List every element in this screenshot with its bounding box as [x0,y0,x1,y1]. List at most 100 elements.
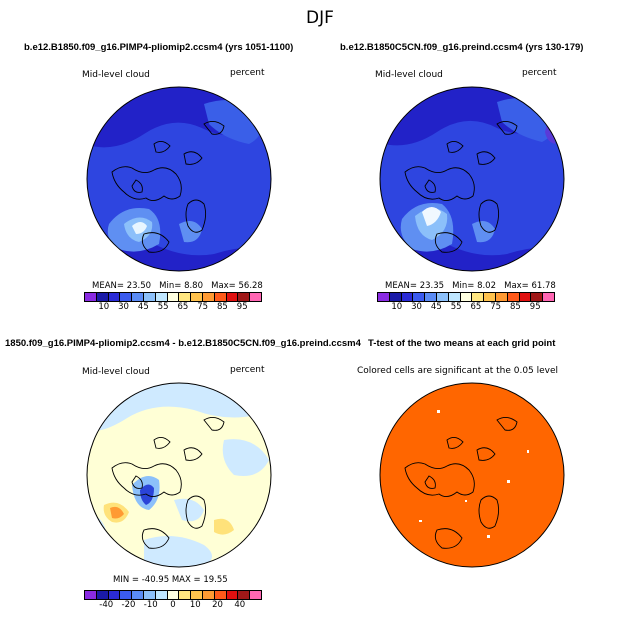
colorbar-box-12 [519,293,532,301]
colorbar-box-11 [507,293,520,301]
coastlines [111,121,225,253]
colorbar-box-2 [401,293,414,301]
colorbar-box-8 [472,293,485,301]
colorbar-boxes [377,292,555,302]
stat-mean: MEAN= 23.35 [385,281,445,291]
stat-max: Max= 61.78 [504,281,556,291]
colorbar-tick-label: 75 [197,302,209,312]
colorbar-tick-label: 55 [157,302,169,312]
colorbar-tick-label: 10 [189,600,201,610]
colorbar-tick-label: 95 [236,302,248,312]
colorbar-box-3 [413,293,426,301]
cloud-region-whitish [422,207,441,226]
colorbar-box-7 [167,591,180,599]
colorbar-box-14 [543,293,554,301]
colorbar-box-5 [143,591,156,599]
colorbar-tick-label: 10 [98,302,110,312]
colorbar-box-13 [531,293,544,301]
map-boundary [379,86,565,272]
colorbar-tick-label: 65 [470,302,482,312]
colorbar-ticks: 10 30 45 55 65 75 85 95 [377,302,555,313]
colorbar-box-3 [120,591,133,599]
colorbar-box-7 [167,293,180,301]
colorbar-box-0 [85,591,97,599]
colorbar-box-9 [484,293,496,301]
colorbar-box-6 [448,293,461,301]
map-difference [86,382,272,568]
colorbar-preind: 10 30 45 55 65 75 85 95 [377,292,555,313]
cloud-region-light-east [472,220,495,243]
colorbar-box-1 [96,293,109,301]
variable-label-1: Mid-level cloud [82,70,150,80]
colorbar-box-0 [378,293,390,301]
stat-min: Min= 8.80 [159,281,203,291]
colorbar-tick-label: 85 [217,302,228,312]
stat-mean: MEAN= 23.50 [92,281,152,291]
colorbar-box-1 [96,591,109,599]
map-boundary [86,86,272,272]
colorbar-box-10 [202,293,215,301]
colorbar-tick-label: 65 [177,302,189,312]
colorbar-tick-label: 0 [170,600,176,610]
colorbar-box-10 [202,591,215,599]
coastlines [404,417,518,549]
colorbar-pliomip: 10 30 45 55 65 75 85 95 [84,292,262,313]
colorbar-box-10 [495,293,508,301]
units-label-3: percent [230,365,265,375]
colorbar-box-8 [179,591,192,599]
colorbar-box-6 [155,293,168,301]
colorbar-box-5 [436,293,449,301]
stat-max: Max= 56.28 [211,281,263,291]
stats-preind: MEAN= 23.35 Min= 8.02 Max= 61.78 [385,281,556,291]
panel-title-difference: 1850.f09_g16.PIMP4-pliomip2.ccsm4 - b.e1… [5,338,361,349]
colorbar-tick-label: 85 [510,302,521,312]
colorbar-box-7 [460,293,473,301]
colorbar-difference: -40 -20 -10 0 10 20 40 [84,590,262,611]
stats-difference: MIN = -40.95 MAX = 19.55 [113,575,228,585]
colorbar-box-2 [108,591,121,599]
diff-region-pale-blue [144,536,212,567]
colorbar-box-9 [191,591,203,599]
colorbar-tick-label: 55 [450,302,462,312]
colorbar-tick-label: -10 [143,600,158,610]
colorbar-box-8 [179,293,192,301]
map-ttest [379,382,565,568]
cloud-region-light-east [179,220,202,243]
colorbar-box-11 [214,591,227,599]
colorbar-box-0 [85,293,97,301]
colorbar-tick-label: 20 [212,600,223,610]
colorbar-box-4 [132,293,144,301]
panel-title-ttest: T-test of the two means at each grid poi… [368,338,556,349]
map-boundary [379,382,565,568]
colorbar-box-12 [226,293,239,301]
colorbar-boxes [84,292,262,302]
coastlines [111,417,225,549]
stats-pliomip: MEAN= 23.50 Min= 8.80 Max= 56.28 [92,281,263,291]
colorbar-box-11 [214,293,227,301]
coastlines [404,121,518,253]
panel-title-pliomip: b.e12.B1850.f09_g16.PIMP4-pliomip2.ccsm4… [24,42,294,53]
colorbar-box-12 [226,591,239,599]
colorbar-tick-label: 10 [391,302,403,312]
map-pliomip [86,86,272,272]
significance-note: Colored cells are significant at the 0.0… [357,366,559,376]
colorbar-box-4 [425,293,437,301]
cloud-region-whitish [132,222,147,234]
colorbar-box-13 [238,293,251,301]
colorbar-box-14 [250,293,261,301]
colorbar-box-2 [108,293,121,301]
non-significant-cells [419,410,529,538]
colorbar-box-4 [132,591,144,599]
colorbar-tick-label: -20 [121,600,136,610]
colorbar-box-3 [120,293,133,301]
diff-region-yellow [214,518,234,535]
colorbar-ticks: -40 -20 -10 0 10 20 40 [84,600,262,611]
colorbar-tick-label: 75 [490,302,502,312]
map-preind [379,86,565,272]
units-label-2: percent [522,68,557,78]
colorbar-box-5 [143,293,156,301]
panel-title-preind: b.e12.B1850C5CN.f09_g16.preind.ccsm4 (yr… [340,42,584,53]
colorbar-tick-label: 40 [234,600,246,610]
colorbar-ticks: 10 30 45 55 65 75 85 95 [84,302,262,313]
colorbar-tick-label: -40 [99,600,114,610]
